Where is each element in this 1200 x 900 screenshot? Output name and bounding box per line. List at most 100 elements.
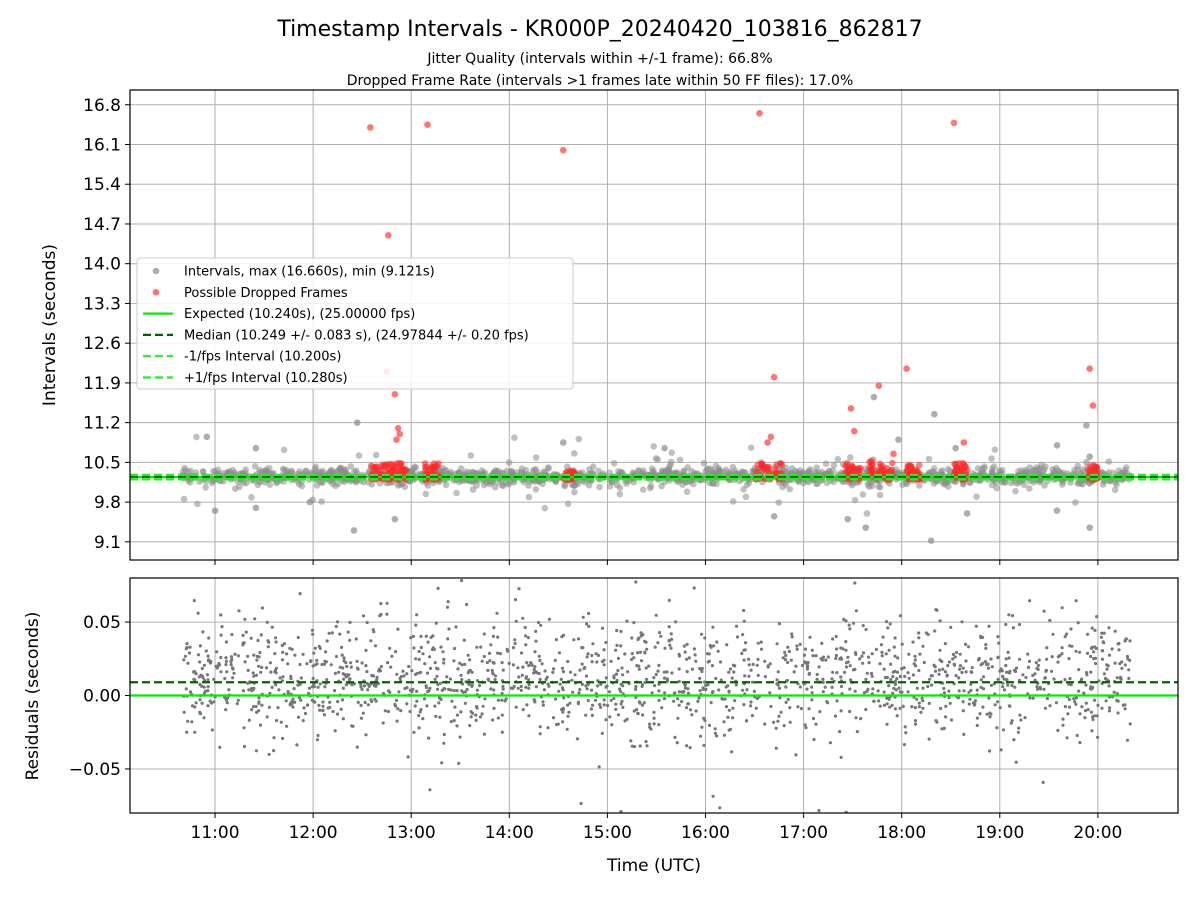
residual-point <box>777 622 782 626</box>
residual-point <box>763 722 767 726</box>
residual-point <box>723 697 727 701</box>
residual-point <box>243 660 247 664</box>
dropped-frame-point <box>845 467 852 474</box>
residual-point <box>633 745 637 749</box>
residual-point <box>972 703 977 707</box>
residual-point <box>777 686 782 690</box>
residual-point <box>867 661 871 665</box>
residual-point <box>198 644 202 648</box>
residual-point <box>979 663 983 667</box>
interval-outlier-point <box>252 504 260 512</box>
residual-point <box>786 645 790 649</box>
residual-point <box>424 685 428 690</box>
interval-point <box>1111 486 1119 494</box>
residual-point <box>710 664 715 668</box>
residual-point <box>933 629 937 633</box>
residual-point <box>921 706 925 710</box>
residual-point <box>270 685 274 690</box>
intervals-x-axis <box>214 560 1099 565</box>
residual-point <box>921 644 925 648</box>
interval-outlier-point <box>1086 524 1094 531</box>
interval-point <box>264 468 272 476</box>
residual-point <box>190 720 194 724</box>
residual-point <box>482 732 486 736</box>
residual-point <box>977 656 981 661</box>
residual-point <box>579 801 583 806</box>
residual-point <box>1026 652 1030 656</box>
residual-point <box>710 690 715 695</box>
residual-point <box>554 638 559 642</box>
residual-point <box>997 641 1001 645</box>
residual-point <box>706 683 710 687</box>
residual-point <box>783 650 787 655</box>
residual-point <box>839 684 844 689</box>
residual-point <box>413 704 417 708</box>
interval-point <box>199 468 207 476</box>
residual-point <box>789 658 793 662</box>
residual-point <box>700 666 704 671</box>
residual-point <box>520 673 524 677</box>
residual-point <box>402 674 406 678</box>
residual-point <box>568 670 573 674</box>
residual-point <box>453 646 457 651</box>
residual-point <box>906 690 910 694</box>
residual-point <box>1007 671 1012 675</box>
interval-point <box>586 466 593 473</box>
residual-point <box>663 646 667 650</box>
residual-point <box>1048 618 1052 623</box>
residual-point <box>693 653 697 657</box>
residual-point <box>347 678 351 682</box>
residual-point <box>341 686 345 690</box>
residual-point <box>821 677 825 681</box>
residual-point <box>605 684 609 688</box>
interval-point <box>296 468 303 475</box>
residual-point <box>1002 677 1006 681</box>
residuals-plot: −0.050.000.05 11:00 12:00 13:00 14:00 15:00 1… <box>23 577 1179 876</box>
residual-point <box>374 683 378 688</box>
interval-point <box>720 468 728 476</box>
residual-point <box>609 659 613 664</box>
residual-point <box>458 735 462 739</box>
residual-point <box>786 697 790 702</box>
dropped-frame-point <box>778 461 786 469</box>
residual-point <box>313 646 317 650</box>
dropped-frame-point <box>421 463 429 471</box>
residual-point <box>598 702 602 707</box>
residual-point <box>440 688 444 693</box>
residual-point <box>571 690 575 694</box>
residual-point <box>474 713 478 717</box>
residual-point <box>656 669 660 673</box>
residual-point <box>363 700 367 705</box>
residual-point <box>734 624 739 628</box>
residual-point <box>686 702 690 706</box>
dropped-frame-outlier-point <box>903 365 910 373</box>
residual-point <box>562 696 566 700</box>
dropped-frame-point <box>866 458 873 466</box>
residual-point <box>252 674 256 678</box>
residual-point <box>532 668 536 672</box>
residual-point <box>442 661 446 665</box>
residual-point <box>447 687 451 692</box>
residual-point <box>704 687 708 692</box>
residual-point <box>427 736 431 740</box>
residual-point <box>922 660 926 665</box>
residual-point <box>846 660 850 664</box>
dropped-frame-outlier-point <box>764 439 771 446</box>
residual-point <box>267 752 271 757</box>
dropped-frame-point <box>758 461 766 468</box>
residual-point <box>927 737 931 741</box>
residual-point <box>861 651 866 655</box>
residual-point <box>848 627 852 631</box>
interval-point <box>830 461 838 469</box>
residual-point <box>713 727 717 731</box>
interval-point <box>210 467 217 475</box>
residual-point <box>1065 632 1069 636</box>
residual-point <box>618 687 622 691</box>
dropped-frame-outlier-point <box>767 433 775 441</box>
residual-point <box>996 635 1000 639</box>
residual-point <box>468 658 472 662</box>
interval-point <box>1012 487 1019 495</box>
interval-point <box>610 460 618 467</box>
residual-point <box>198 710 202 715</box>
residual-point <box>1033 672 1037 676</box>
